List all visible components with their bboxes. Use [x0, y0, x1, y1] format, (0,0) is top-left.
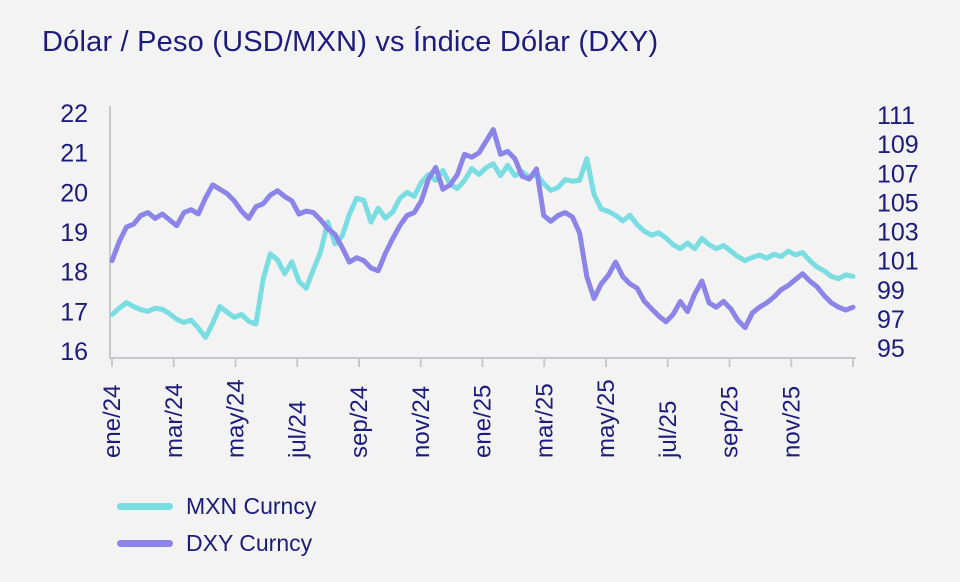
x-axis-tick-label: may/24 — [223, 379, 250, 458]
y-axis-right-tick-label: 111 — [877, 102, 915, 130]
y-axis-left-tick-label: 21 — [60, 140, 88, 168]
x-axis-tick-label: sep/25 — [717, 386, 744, 458]
y-axis-right-tick-label: 107 — [877, 160, 919, 188]
x-axis-tick-label: nov/24 — [408, 386, 435, 458]
y-axis-left-tick-label: 20 — [60, 179, 88, 207]
legend-item-dxy: DXY Curncy — [117, 525, 316, 562]
y-axis-right-tick-label: 95 — [877, 335, 905, 363]
x-axis-tick-label: ene/24 — [99, 385, 126, 458]
x-axis-tick-label: jul/24 — [284, 401, 311, 459]
y-axis-right-tick-label: 97 — [877, 306, 905, 334]
x-axis-tick-label: mar/24 — [161, 383, 188, 458]
mxn-legend-label: MXN Curncy — [186, 493, 317, 519]
legend-item-mxn: MXN Curncy — [117, 488, 316, 525]
mxn-legend-swatch — [117, 503, 173, 510]
y-axis-right-tick-label: 103 — [877, 219, 919, 247]
y-axis-left-tick-label: 22 — [60, 100, 88, 128]
dxy-legend-label: DXY Curncy — [186, 530, 313, 556]
x-axis-tick-label: may/25 — [593, 379, 620, 458]
x-axis-tick-label: sep/24 — [346, 386, 373, 458]
y-axis-right-tick-label: 105 — [877, 189, 919, 217]
dxy-series-line — [109, 127, 856, 331]
x-axis-tick-label: nov/25 — [778, 386, 805, 458]
page-title: Dólar / Peso (USD/MXN) vs Índice Dólar (… — [42, 26, 659, 58]
dxy-legend-swatch — [117, 540, 173, 547]
mxn-series-line — [109, 156, 856, 340]
y-axis-left-tick-label: 18 — [60, 259, 88, 287]
y-axis-right-tick-label: 101 — [877, 248, 919, 276]
x-axis-tick-label: ene/25 — [470, 385, 497, 458]
y-axis-left-tick-label: 16 — [60, 338, 88, 366]
chart-legend: MXN Curncy DXY Curncy — [117, 488, 316, 562]
x-axis-tick-label: mar/25 — [531, 383, 558, 458]
y-axis-left-tick-label: 17 — [60, 298, 88, 326]
x-axis-tick-label: jul/25 — [655, 401, 682, 459]
y-axis-right-tick-label: 99 — [877, 277, 905, 305]
y-axis-left-tick-label: 19 — [60, 219, 88, 247]
y-axis-right-tick-label: 109 — [877, 131, 919, 159]
